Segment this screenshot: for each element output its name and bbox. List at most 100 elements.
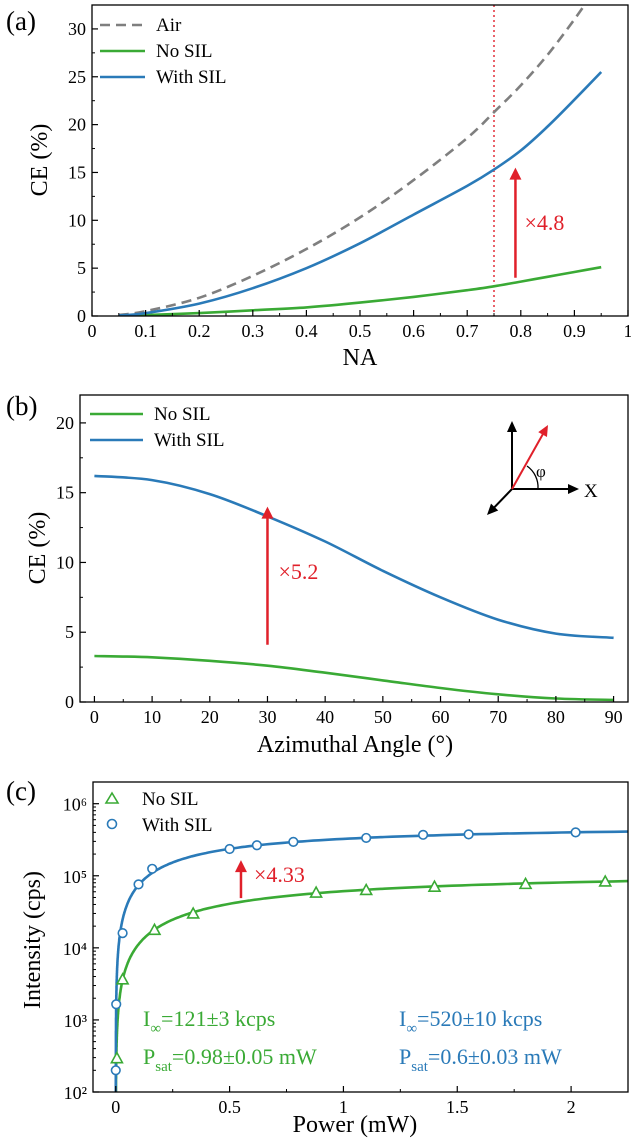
fit-label-no-sil-psat-main: P: [143, 1044, 155, 1069]
x-tick-label: 60: [432, 707, 450, 727]
x-axis-label: NA: [343, 345, 378, 371]
x-tick-label: 1.5: [446, 1097, 469, 1117]
x-tick-label: 0: [88, 321, 97, 341]
fit-label-no-sil-psat-rest: =0.98±0.05 mW: [172, 1044, 317, 1069]
x-tick-label: 0.5: [349, 321, 372, 341]
y-tick-label: 10: [56, 552, 74, 572]
y-tick-label: 10²: [64, 1083, 87, 1103]
data-point-with-sil: [111, 999, 122, 1010]
panel-c: 0 0.5 1 1.5 2 10² 10³ 10⁴ 10⁵ 10⁶ Power (mW) Intens…: [6, 776, 629, 1138]
x-tick-label: 0.7: [456, 321, 479, 341]
legend-label-0: No SIL: [154, 404, 210, 425]
data-point-no-sil: [598, 874, 613, 887]
y-tick-label: 10³: [64, 1011, 88, 1031]
fit-label-with-sil-psat-main: P: [399, 1044, 411, 1069]
series-line-0: [94, 654, 614, 702]
data-point-no-sil: [309, 885, 323, 898]
data-point-no-sil: [186, 906, 201, 919]
inset-phi-label: φ: [536, 462, 546, 481]
x-tick-label: 0: [111, 1097, 120, 1117]
data-point-no-sil: [115, 972, 130, 985]
panel-label: (a): [6, 6, 36, 36]
fit-label-with-sil-psat: Psat=0.6±0.03 mW: [399, 1044, 562, 1075]
y-tick-label: 10⁵: [63, 867, 87, 887]
y-tick-label: 15: [56, 483, 74, 503]
data-point-with-sil: [570, 827, 581, 838]
fit-label-no-sil-psat: Psat=0.98±0.05 mW: [143, 1044, 317, 1075]
ratio-arrow-head: [234, 860, 247, 873]
y-tick-label: 20: [68, 115, 86, 135]
data-point-with-sil: [251, 840, 263, 851]
data-point-with-sil: [361, 832, 372, 844]
x-tick-label: 1: [339, 1097, 348, 1117]
x-tick-label: 0.5: [218, 1097, 241, 1117]
x-tick-label: 20: [201, 707, 219, 727]
x-tick-label: 0.6: [402, 321, 425, 341]
fit-label-with-sil-iinf: I∞=520±10 kcps: [399, 1006, 542, 1037]
x-tick-label: 0: [90, 707, 99, 727]
fit-label-no-sil-iinf-rest: =121±3 kcps: [161, 1006, 275, 1031]
panel-b: 0 10 20 30 40 50 60 70 80 90 0 5 10 15 20 Azimuthal Ang…: [6, 391, 629, 758]
legend-marker-1: [106, 818, 118, 830]
x-tick-label: 0.3: [242, 321, 265, 341]
x-tick-label: 1: [624, 321, 631, 341]
x-tick-label: 0.8: [510, 321, 533, 341]
fit-label-no-sil-iinf-subscript: ∞: [150, 1021, 161, 1037]
data-point-with-sil: [288, 836, 299, 848]
series-line-1: [118, 265, 602, 316]
inset-polarization-arrow-head: [538, 425, 548, 438]
y-tick-label: 5: [77, 258, 86, 278]
y-tick-label: 0: [77, 306, 86, 326]
fit-label-with-sil-iinf-rest: =520±10 kcps: [417, 1006, 542, 1031]
data-point-no-sil: [147, 922, 162, 936]
data-point-with-sil: [110, 1065, 121, 1076]
x-tick-label: 0.1: [134, 321, 157, 341]
x-tick-label: 2: [567, 1097, 576, 1117]
y-tick-label: 20: [56, 413, 74, 433]
x-tick-label: 10: [143, 707, 161, 727]
fit-label-with-sil-psat-subscript: sat: [411, 1059, 428, 1075]
panel-a: 0 0.1 0.2 0.3 0.4 0.5 0.6 0.7 0.8 0.9 105101520253…: [6, 4, 631, 371]
legend-label-1: With SIL: [154, 430, 224, 451]
fit-label-with-sil-iinf-main: I: [399, 1006, 406, 1031]
y-tick-label: 10: [68, 210, 86, 230]
y-axis-label: CE (%): [27, 124, 53, 197]
x-tick-label: 40: [316, 707, 334, 727]
inset-x-label: X: [584, 481, 598, 502]
y-axis-label: CE (%): [25, 512, 51, 585]
ratio-label: ×4.8: [524, 210, 564, 235]
x-tick-label: 0.9: [563, 321, 586, 341]
data-point-no-sil: [427, 879, 442, 892]
data-point-with-sil: [133, 879, 144, 890]
data-point-with-sil: [463, 829, 474, 840]
legend-label-0: Air: [156, 15, 182, 36]
ratio-label: ×4.33: [254, 862, 305, 887]
x-tick-label: 70: [489, 707, 507, 727]
y-tick-label: 10⁶: [63, 795, 87, 815]
legend-marker-0: [104, 791, 120, 804]
inset-axis-diag-shaft: [491, 488, 513, 510]
data-point-with-sil: [418, 829, 429, 840]
inset-polarization-arrow-shaft: [511, 431, 545, 490]
y-tick-label: 25: [68, 67, 86, 87]
fit-label-no-sil-iinf: I∞=121±3 kcps: [143, 1006, 275, 1037]
data-point-no-sil: [359, 882, 374, 896]
y-tick-label: 30: [68, 19, 86, 39]
panel-b-frame: [79, 394, 629, 703]
x-tick-label: 90: [605, 707, 623, 727]
inset-axis-up-head: [507, 421, 517, 432]
x-tick-label: 30: [258, 707, 276, 727]
y-tick-label: 15: [68, 162, 86, 182]
ratio-arrow-head: [509, 167, 522, 180]
panel-label: (b): [6, 391, 37, 421]
ratio-label: ×5.2: [278, 559, 318, 584]
legend-label-0: No SIL: [142, 789, 198, 810]
data-point-with-sil: [147, 863, 158, 874]
x-tick-label: 0.2: [188, 321, 211, 341]
data-point-no-sil: [110, 1051, 124, 1064]
data-point-with-sil: [224, 843, 235, 855]
y-tick-label: 10⁴: [63, 939, 87, 959]
series-line-0: [118, 5, 587, 316]
series-line-2: [118, 71, 603, 316]
